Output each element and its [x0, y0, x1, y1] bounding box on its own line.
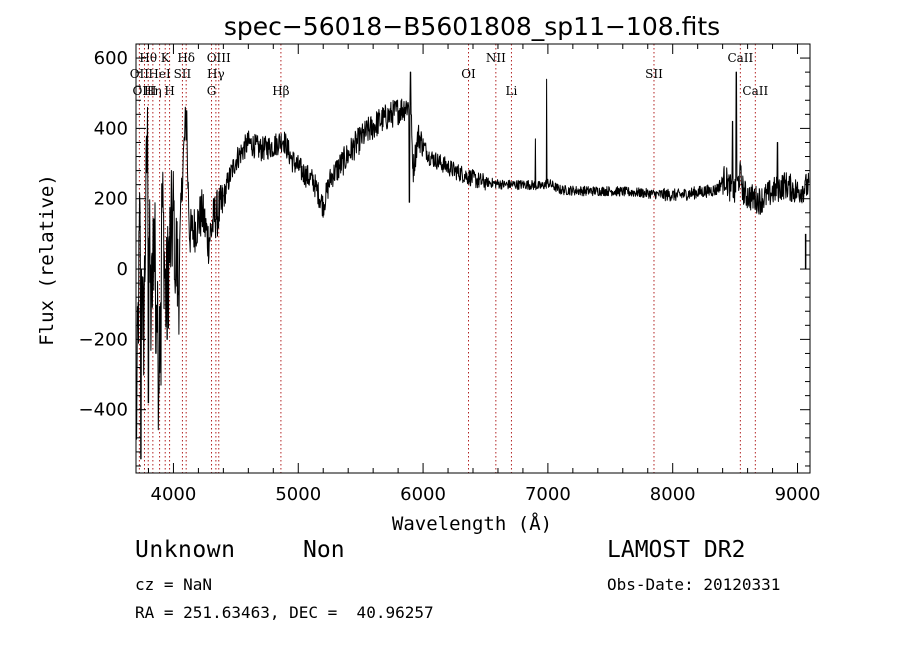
y-tick-label: 0 — [117, 259, 128, 280]
spectral-line-label: G — [207, 84, 217, 98]
spectral-line-label: H — [164, 84, 174, 98]
y-tick-label: −200 — [79, 329, 128, 350]
spectral-line-label: CaII — [742, 84, 768, 98]
axes: 4000 5000 6000 7000 8000 9000 −400 −200 0 200 400 6… — [79, 43, 821, 505]
y-tick-label: 600 — [94, 48, 128, 69]
plot-frame — [135, 43, 811, 474]
survey-name: LAMOST DR2 — [607, 537, 746, 563]
spectral-line-label: Hδ — [177, 51, 195, 65]
x-tick-label: 4000 — [151, 484, 197, 505]
y-tick-label: 400 — [94, 118, 128, 139]
y-axis-label: Flux (relative) — [36, 174, 58, 346]
spectral-line-label: SII — [174, 67, 192, 81]
ra-dec-coordinates: RA = 251.63463, DEC = 40.96257 — [135, 603, 434, 622]
x-tick-label: 9000 — [775, 484, 821, 505]
x-tick-label: 5000 — [275, 484, 321, 505]
object-type: Unknown — [135, 537, 236, 563]
spectral-line-label: HeI — [148, 67, 171, 81]
spectral-line-label: OIII — [207, 51, 231, 65]
chart-title: spec−56018−B5601808_sp11−108.fits — [224, 12, 720, 41]
spectral-line-label: CaII — [727, 51, 753, 65]
spectral-line-label: Hβ — [272, 84, 289, 98]
spectrum-layer — [135, 71, 810, 460]
redshift-cz: cz = NaN — [135, 575, 213, 594]
spectral-line-label: OIII — [132, 84, 156, 98]
y-tick-label: 200 — [94, 189, 128, 210]
spectral-line-label: Hη — [144, 84, 162, 98]
spectrum-line — [135, 71, 810, 460]
y-tick-label: −400 — [79, 400, 128, 421]
observation-date: Obs-Date: 20120331 — [607, 575, 781, 594]
x-axis-label: Wavelength (Å) — [392, 512, 552, 535]
spectral-line-label: Li — [506, 84, 518, 98]
spectral-line-label: SII — [645, 67, 663, 81]
spectral-line-label: K — [161, 51, 171, 65]
x-tick-label: 8000 — [650, 484, 696, 505]
spectral-line-label: OII — [130, 67, 150, 81]
x-tick-label: 6000 — [400, 484, 446, 505]
spectral-line-label: OI — [461, 67, 476, 81]
x-tick-label: 7000 — [525, 484, 571, 505]
object-class: Non — [303, 537, 345, 563]
spectral-line-label: NII — [486, 51, 506, 65]
spectral-line-label: Hγ — [207, 67, 225, 81]
